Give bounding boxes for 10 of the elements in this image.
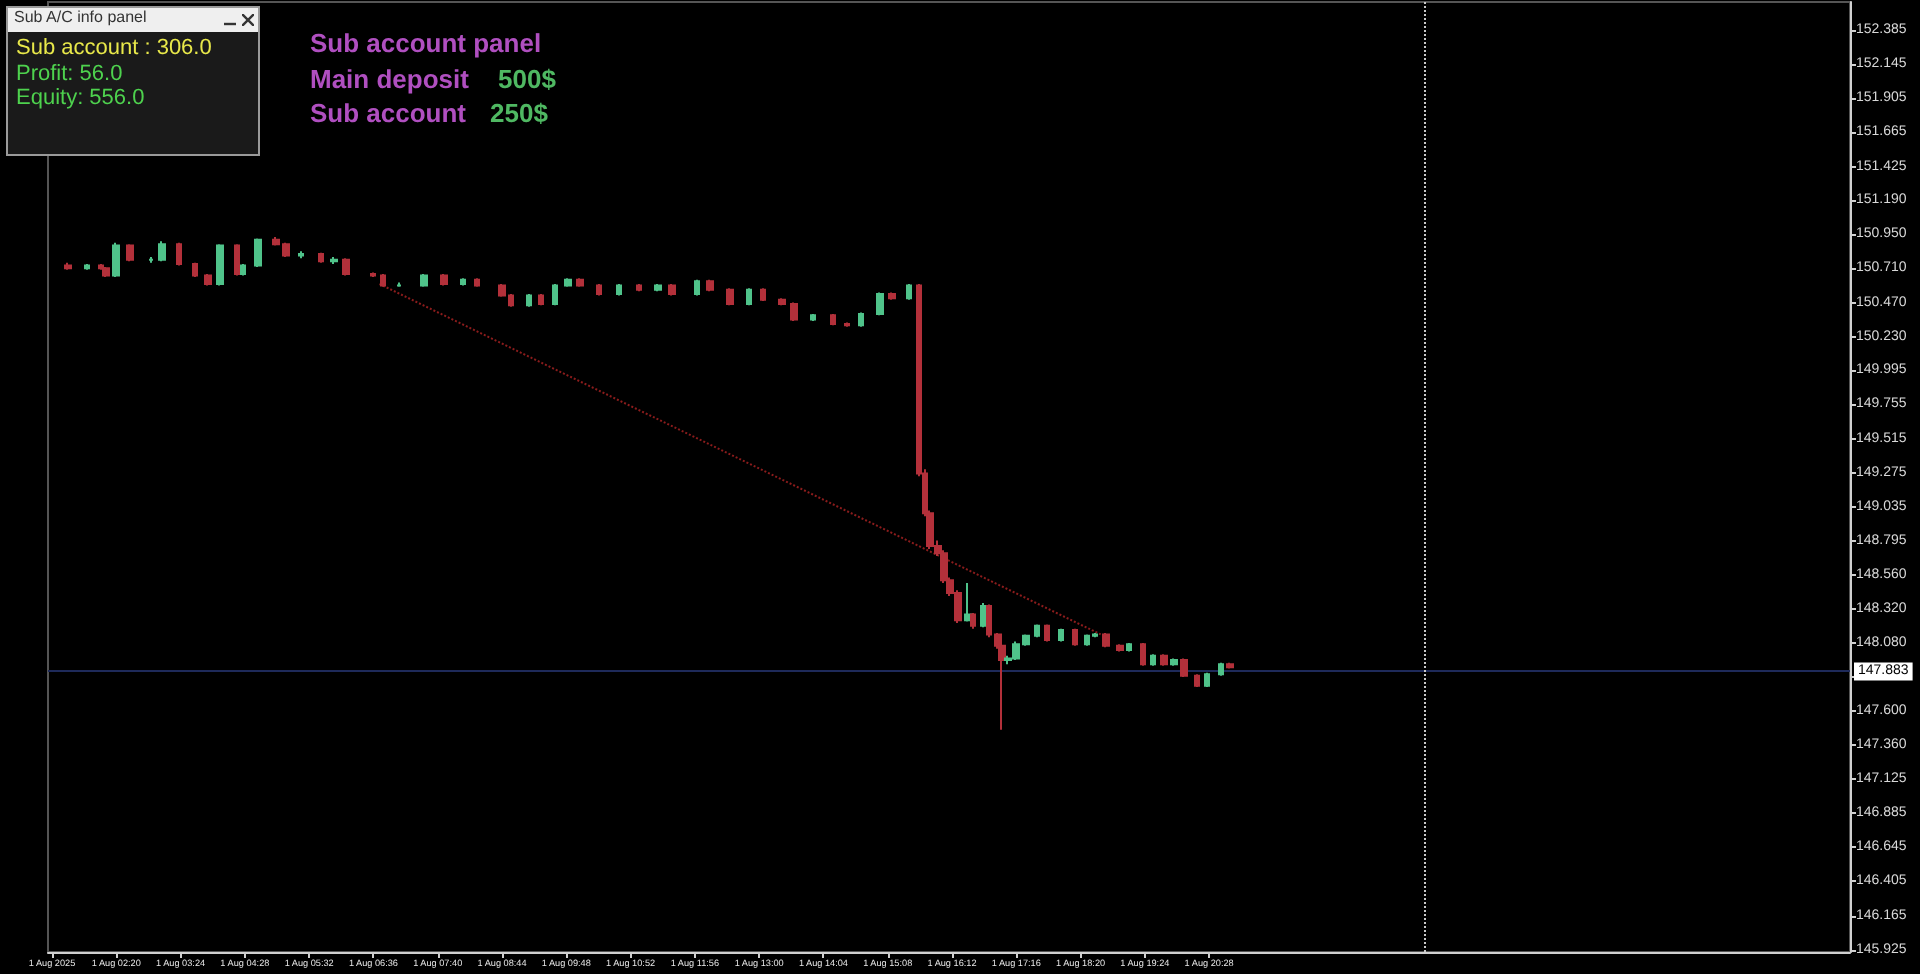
annotation: 250$ bbox=[490, 98, 548, 128]
annotation: 500$ bbox=[498, 64, 556, 94]
annotation: Main deposit bbox=[310, 64, 469, 94]
annotation: Equity: 556.0 bbox=[16, 86, 145, 110]
window-header: Sub A/C info panel bbox=[8, 8, 258, 32]
annotation: Sub account panel bbox=[310, 28, 542, 58]
annotation: Sub account bbox=[310, 98, 467, 128]
annotation: Profit: 56.0 bbox=[16, 62, 123, 86]
annotation: Sub account : 306.0 bbox=[16, 36, 212, 60]
annotation: Sub A/C info panel bbox=[14, 8, 147, 26]
